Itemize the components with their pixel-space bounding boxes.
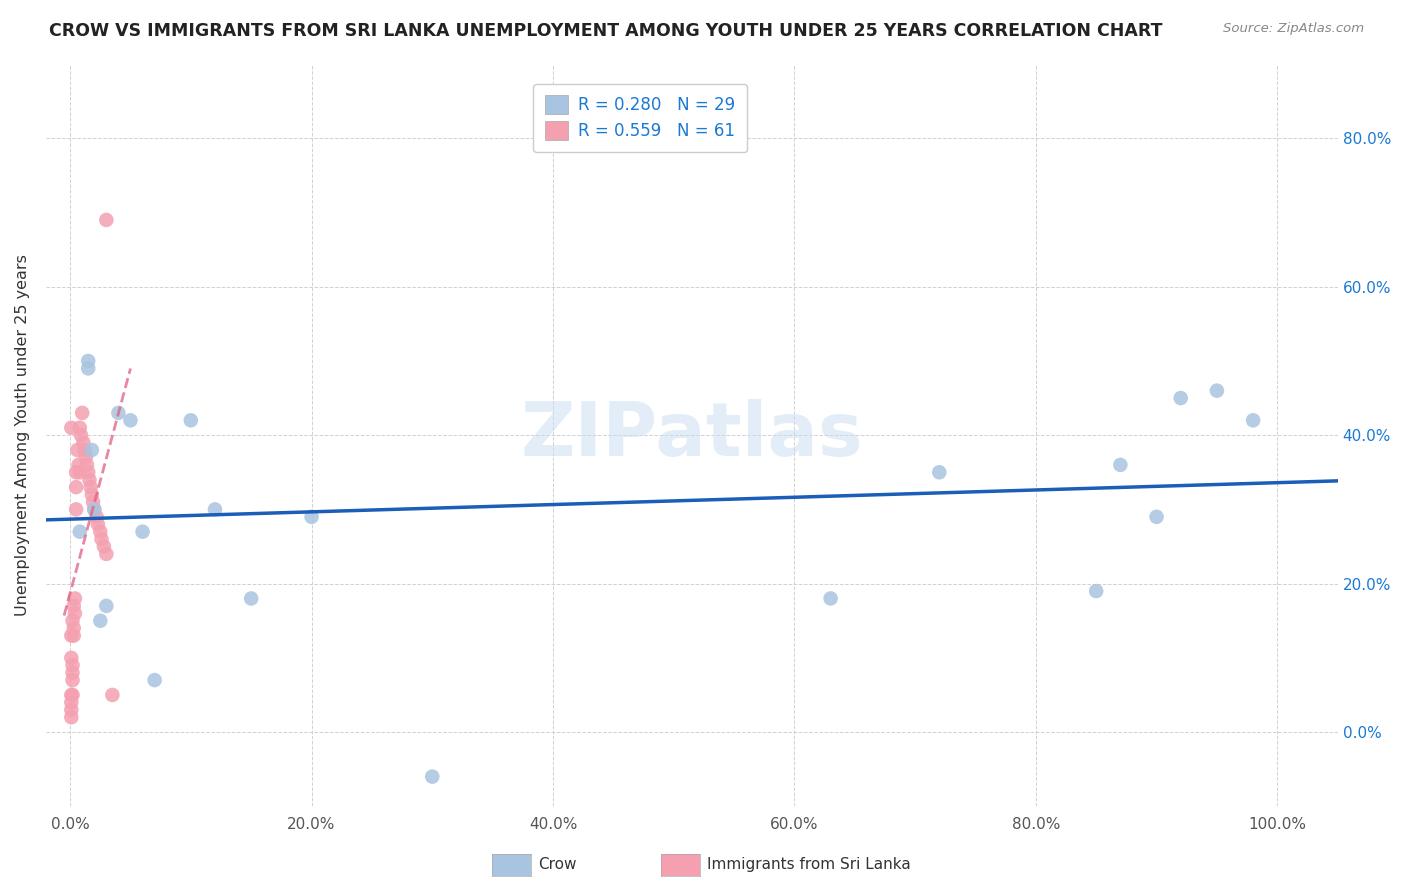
Point [75,450,97,465]
Y-axis label: Unemployment Among Youth under 25 years: Unemployment Among Youth under 25 years [15,254,30,616]
Point [60,688,83,702]
Point [62,673,84,687]
Point [301,509,323,524]
Point [82,495,104,509]
Point [63,607,86,621]
Point [62,621,84,635]
Point [62,599,84,613]
Point [62,614,84,628]
Point [60,710,83,724]
Point [62,629,84,643]
Point [93,540,115,554]
Point [70,428,93,442]
Point [90,532,112,546]
Point [62,665,84,680]
Point [65,502,87,516]
Point [70,406,93,420]
Point [1170,391,1192,405]
Point [77,361,100,376]
Point [420,770,443,784]
Point [1241,413,1264,427]
Point [65,480,87,494]
Point [89,614,111,628]
Text: ZIPatlas: ZIPatlas [520,399,863,472]
Point [96,599,118,613]
Point [60,650,83,665]
Text: Immigrants from Sri Lanka: Immigrants from Sri Lanka [707,857,911,872]
Point [73,443,96,458]
Point [66,443,89,458]
Point [63,591,86,606]
Point [77,465,100,479]
Point [62,658,84,673]
Point [1146,509,1168,524]
Point [83,502,105,516]
Text: Source: ZipAtlas.com: Source: ZipAtlas.com [1223,22,1364,36]
Point [1085,584,1108,599]
Point [240,591,263,606]
Point [87,517,110,532]
Point [80,443,103,458]
Point [79,473,101,487]
Point [1206,384,1229,398]
Point [69,524,91,539]
Point [79,480,101,494]
Point [96,547,118,561]
Text: CROW VS IMMIGRANTS FROM SRI LANKA UNEMPLOYMENT AMONG YOUTH UNDER 25 YEARS CORREL: CROW VS IMMIGRANTS FROM SRI LANKA UNEMPL… [49,22,1163,40]
Point [101,688,124,702]
Point [928,465,950,479]
Point [83,502,105,516]
Point [820,591,842,606]
Point [89,524,111,539]
Point [60,703,83,717]
Point [80,487,103,501]
Legend: R = 0.280   N = 29, R = 0.559   N = 61: R = 0.280 N = 29, R = 0.559 N = 61 [533,84,747,152]
Point [60,421,83,435]
Point [65,465,87,479]
Point [180,413,202,427]
Point [131,524,153,539]
Point [1109,458,1132,472]
Point [86,509,108,524]
Point [67,458,90,472]
Point [204,502,226,516]
Point [120,413,142,427]
Point [107,406,129,420]
Point [60,629,83,643]
Point [69,465,91,479]
Point [60,695,83,709]
Point [69,421,91,435]
Point [62,688,84,702]
Point [143,673,166,687]
Point [96,213,118,227]
Point [72,435,94,450]
Point [76,458,98,472]
Text: Crow: Crow [538,857,576,872]
Point [77,354,100,368]
